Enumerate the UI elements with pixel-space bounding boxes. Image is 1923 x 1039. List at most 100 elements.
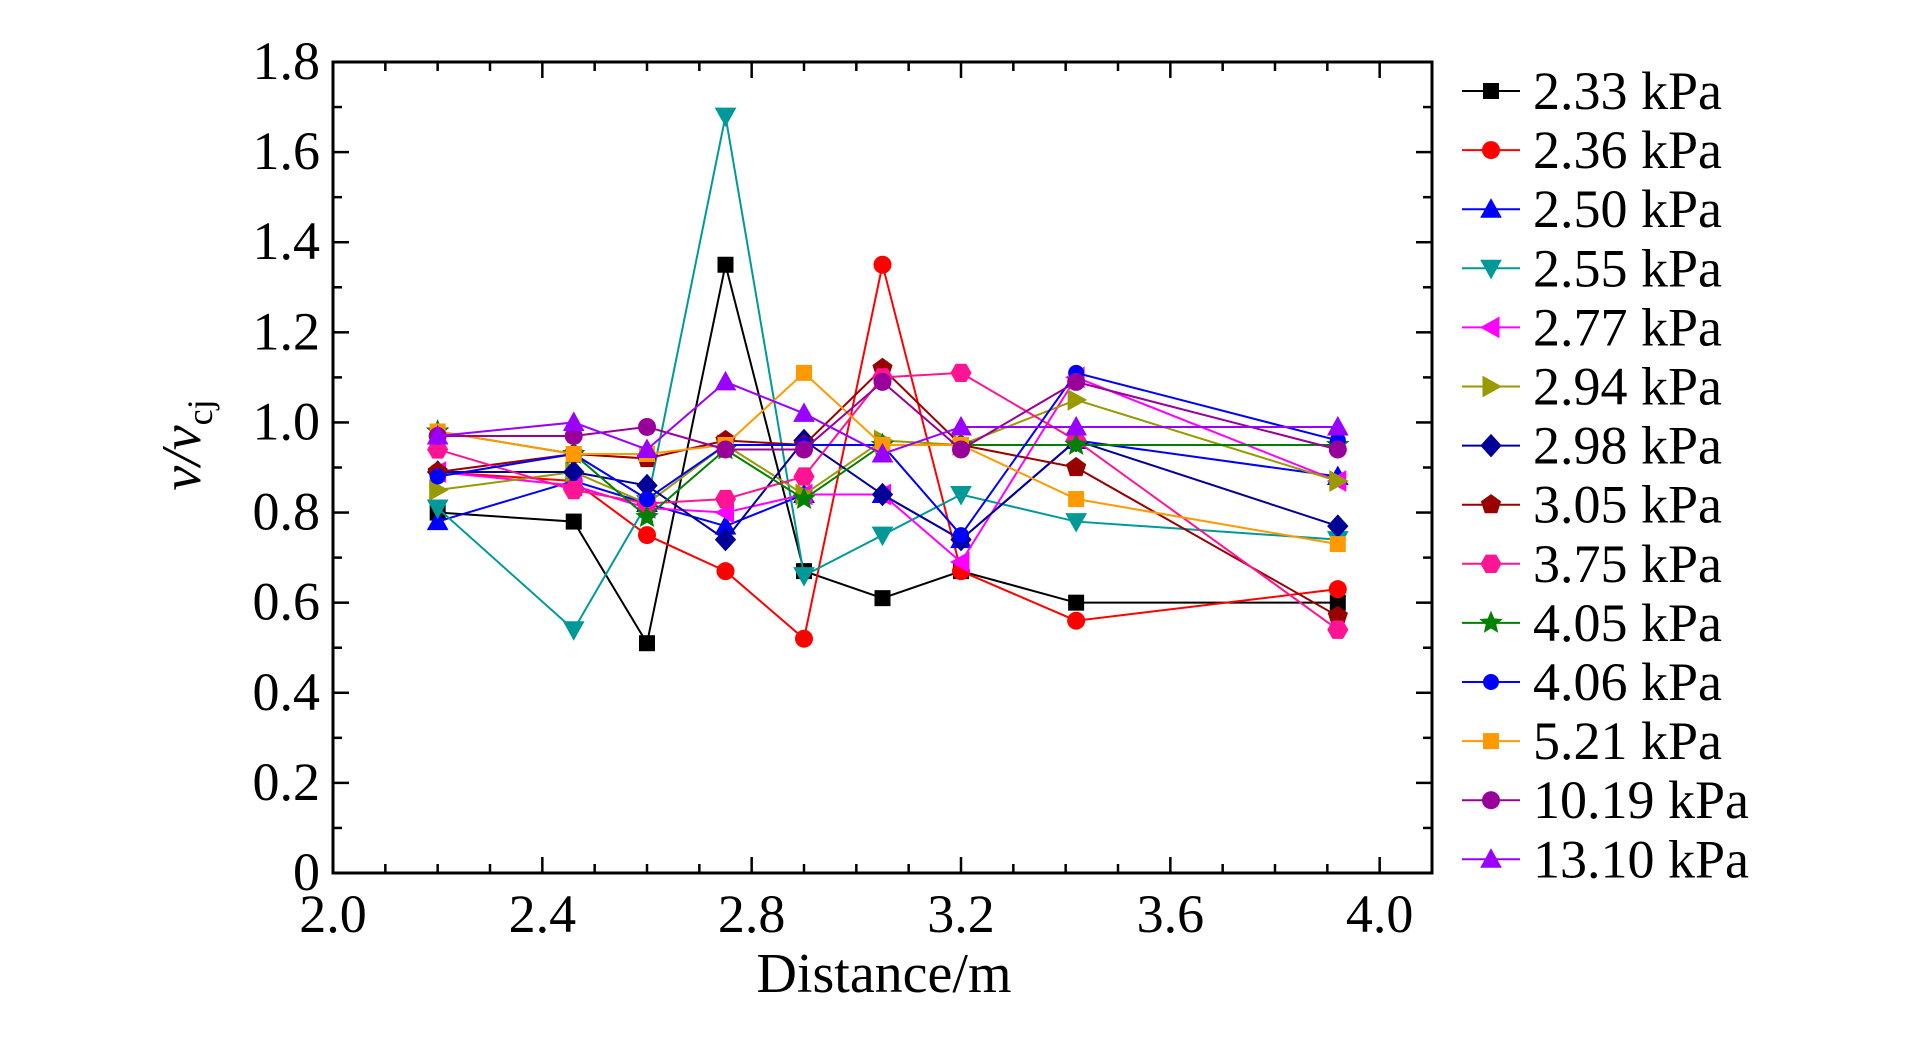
data-point	[716, 562, 735, 581]
data-point	[795, 440, 813, 459]
data-point	[953, 527, 969, 544]
data-point	[950, 486, 972, 506]
legend-item: 2.98 kPa	[1462, 416, 1722, 476]
legend-item: 2.33 kPa	[1462, 61, 1722, 121]
data-point	[638, 526, 656, 545]
data-point	[638, 417, 656, 436]
x-tick-label: 4.0	[1346, 884, 1414, 944]
x-tick-label: 2.0	[299, 884, 367, 944]
legend-marker	[1480, 198, 1502, 218]
x-tick-label: 3.2	[927, 884, 995, 944]
legend-marker	[1480, 848, 1502, 868]
legend-label: 2.55 kPa	[1533, 238, 1722, 298]
data-point	[714, 107, 737, 128]
data-point	[950, 415, 972, 436]
data-point	[716, 440, 735, 459]
data-point	[792, 486, 816, 509]
data-point	[564, 426, 583, 445]
legend-item: 3.75 kPa	[1462, 534, 1722, 594]
data-point	[1068, 491, 1085, 508]
data-point	[562, 621, 585, 641]
data-point	[562, 411, 585, 431]
data-point	[429, 479, 449, 501]
legend-label: 5.21 kPa	[1533, 711, 1722, 771]
series-layer	[425, 107, 1350, 652]
legend-label: 4.05 kPa	[1533, 593, 1722, 653]
y-axis-title-subscript: cj	[180, 399, 220, 425]
y-tick-label: 0.4	[253, 662, 321, 722]
data-point	[565, 513, 582, 530]
legend-marker	[1480, 554, 1502, 573]
legend-marker	[1480, 494, 1502, 514]
legend-item: 3.05 kPa	[1462, 475, 1722, 535]
data-point	[1326, 415, 1349, 436]
data-point	[1065, 513, 1087, 533]
legend-label: 2.98 kPa	[1533, 416, 1722, 476]
y-tick-label: 0.2	[253, 752, 321, 812]
data-point	[1067, 372, 1086, 391]
x-tick-label: 2.8	[718, 884, 786, 944]
y-tick-label: 1.6	[253, 121, 321, 181]
data-point	[874, 590, 891, 607]
y-tick-label: 1.2	[253, 301, 321, 361]
legend-marker	[1482, 375, 1503, 398]
legend-marker	[1479, 610, 1503, 633]
data-point	[1065, 415, 1087, 436]
data-point	[714, 489, 737, 509]
data-point	[1329, 470, 1349, 492]
data-point	[1327, 620, 1349, 639]
data-point	[565, 445, 582, 462]
legend-item: 5.21 kPa	[1462, 711, 1722, 771]
legend-label: 13.10 kPa	[1533, 829, 1749, 889]
data-point	[714, 527, 737, 552]
legend-marker	[1479, 316, 1500, 339]
axes: 2.0 2.4 2.8 3.2 3.6 4.0 0 0.2 0.4 0.6 0.8 1.0 1.2 1.4…	[253, 31, 1434, 944]
data-point	[1068, 594, 1085, 611]
data-point	[1329, 536, 1346, 553]
data-point	[426, 499, 449, 520]
data-point	[429, 468, 446, 485]
data-point	[793, 402, 815, 422]
legend-item: 4.06 kPa	[1462, 652, 1722, 712]
legend-marker	[1483, 733, 1499, 750]
data-point	[717, 256, 734, 273]
legend-item: 2.94 kPa	[1462, 357, 1722, 417]
legend-item: 4.05 kPa	[1462, 593, 1722, 653]
y-tick-label: 0	[293, 842, 320, 902]
data-point	[871, 526, 894, 547]
y-tick-label: 1.4	[253, 211, 321, 271]
legend-label: 2.50 kPa	[1533, 179, 1722, 239]
data-point	[563, 480, 585, 500]
series-10-19-kpa	[428, 372, 1347, 459]
data-point	[793, 467, 815, 486]
x-tick-label: 2.4	[509, 884, 577, 944]
legend-marker	[1483, 83, 1499, 99]
legend-marker	[1482, 791, 1500, 810]
legend-label: 2.94 kPa	[1533, 357, 1722, 417]
legend-item: 2.77 kPa	[1462, 297, 1722, 357]
legend-label: 4.06 kPa	[1533, 652, 1722, 712]
data-point	[1067, 611, 1086, 630]
legend-label: 10.19 kPa	[1533, 770, 1749, 830]
legend-label: 2.36 kPa	[1533, 120, 1722, 180]
data-point	[950, 363, 972, 383]
legend-item: 2.50 kPa	[1462, 179, 1722, 239]
y-tick-label: 1.0	[253, 391, 321, 451]
data-point	[636, 438, 658, 458]
data-point	[952, 440, 970, 459]
legend-item: 13.10 kPa	[1462, 829, 1749, 889]
y-tick-label: 0.6	[253, 572, 321, 632]
data-point	[635, 504, 659, 528]
data-point	[873, 372, 892, 391]
data-point	[1328, 580, 1347, 599]
legend-marker	[1482, 141, 1500, 160]
data-point	[1067, 389, 1088, 411]
data-point	[426, 510, 449, 531]
data-point	[1329, 594, 1346, 611]
data-point	[1328, 440, 1347, 459]
data-point	[795, 629, 813, 648]
legend-item: 10.19 kPa	[1462, 770, 1749, 830]
y-tick-label: 1.8	[253, 31, 321, 91]
